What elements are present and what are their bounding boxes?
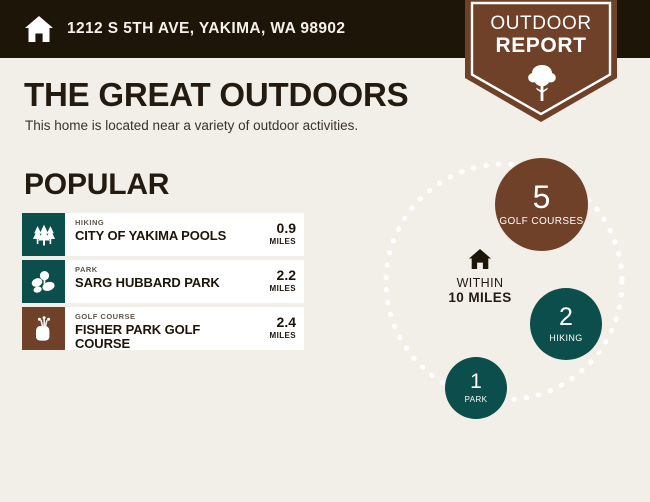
list-item[interactable]: PARK SARG HUBBARD PARK 2.2 MILES	[22, 260, 304, 303]
poi-body: HIKING CITY OF YAKIMA POOLS	[65, 213, 240, 256]
list-item[interactable]: GOLF COURSE FISHER PARK GOLF COURSE 2.4 …	[22, 307, 304, 350]
poi-name: SARG HUBBARD PARK	[75, 274, 220, 290]
bubble-label: PARK	[464, 395, 488, 405]
poi-distance-unit: MILES	[269, 331, 296, 340]
popular-heading: POPULAR	[24, 168, 170, 201]
bubble-golf-courses[interactable]: 5 GOLF COURSES	[495, 158, 588, 251]
badge-shield-shape	[465, 0, 617, 122]
poi-icon-box	[22, 213, 65, 256]
outdoor-report-badge: OUTDOOR REPORT	[465, 0, 617, 122]
popular-list: HIKING CITY OF YAKIMA POOLS 0.9 MILES PA…	[22, 213, 304, 354]
diagram-center-line2: 10 MILES	[448, 290, 512, 306]
bubble-value: 5	[532, 179, 551, 216]
diagram-center-label: WITHIN 10 MILES	[420, 248, 540, 307]
home-icon	[469, 249, 491, 269]
home-icon	[25, 16, 53, 42]
poi-distance-value: 2.4	[276, 314, 296, 330]
diagram-center-line1: WITHIN	[456, 276, 504, 290]
pine-trees-icon	[32, 224, 55, 245]
footer: ListReports DISCLAIMER: The information …	[0, 440, 650, 502]
bubble-value: 1	[470, 370, 482, 394]
poi-distance-value: 2.2	[276, 267, 296, 283]
bubble-park[interactable]: 1 PARK	[445, 357, 507, 419]
bubble-hiking[interactable]: 2 HIKING	[530, 288, 602, 360]
page-title: THE GREAT OUTDOORS	[24, 76, 409, 113]
poi-name: CITY OF YAKIMA POOLS	[75, 227, 227, 243]
bubble-label: HIKING	[549, 332, 583, 343]
poi-category: PARK	[75, 265, 98, 274]
golf-bag-icon	[35, 315, 50, 341]
park-trees-icon	[31, 270, 55, 293]
poi-body: GOLF COURSE FISHER PARK GOLF COURSE	[65, 307, 240, 350]
bubble-label: GOLF COURSES	[499, 216, 584, 228]
poi-distance-value: 0.9	[276, 220, 296, 236]
poi-distance: 2.4 MILES	[240, 307, 304, 350]
bubble-value: 2	[559, 302, 573, 331]
page-subtitle: This home is located near a variety of o…	[25, 118, 359, 133]
poi-icon-box	[22, 260, 65, 303]
poi-distance-unit: MILES	[269, 237, 296, 246]
poi-name: FISHER PARK GOLF COURSE	[75, 321, 201, 350]
list-item[interactable]: HIKING CITY OF YAKIMA POOLS 0.9 MILES	[22, 213, 304, 256]
poi-body: PARK SARG HUBBARD PARK	[65, 260, 240, 303]
poi-distance: 2.2 MILES	[240, 260, 304, 303]
poi-icon-box	[22, 307, 65, 350]
header-address: 1212 S 5TH AVE, YAKIMA, WA 98902	[67, 20, 346, 37]
poi-category: GOLF COURSE	[75, 312, 136, 321]
tree-icon	[528, 65, 556, 101]
poi-distance-unit: MILES	[269, 284, 296, 293]
proximity-diagram: WITHIN 10 MILES 5 GOLF COURSES 2 HIKING …	[355, 130, 650, 430]
poi-category: HIKING	[75, 218, 105, 227]
poi-distance: 0.9 MILES	[240, 213, 304, 256]
